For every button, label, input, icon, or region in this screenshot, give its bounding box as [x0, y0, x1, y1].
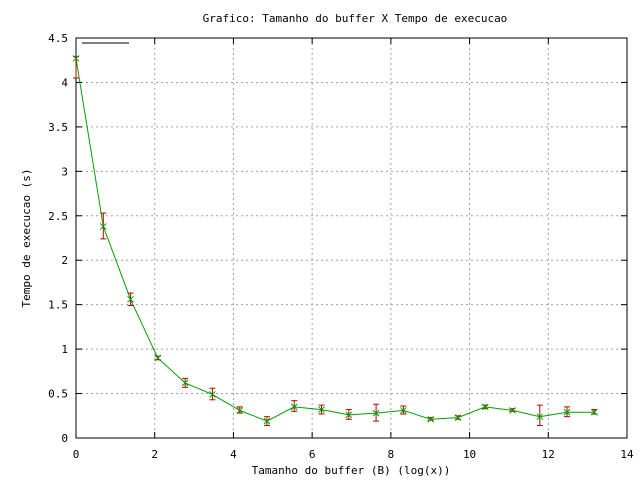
error-bar: [291, 400, 298, 412]
x-tick-label: 8: [388, 448, 395, 461]
data-point: [345, 411, 353, 419]
data-point: [509, 407, 516, 414]
x-tick-labels: 0 2 4 6 8 10 12 14: [73, 448, 634, 461]
data-point: [263, 417, 271, 425]
y-tick-label: 1.5: [48, 299, 68, 312]
chart-title: Grafico: Tamanho do buffer X Tempo de ex…: [203, 12, 508, 25]
x-axis-label: Tamanho do buffer (B) (log(x)): [252, 464, 451, 477]
error-bar: [536, 404, 543, 427]
x-tick-label: 0: [73, 448, 80, 461]
data-point: [290, 403, 298, 411]
data-point: [99, 223, 107, 230]
y-tick-label: 4.5: [48, 32, 68, 45]
x-tick-label: 6: [309, 448, 316, 461]
series-line: [75, 58, 595, 422]
y-tick-label: 3: [61, 165, 68, 178]
data-point: [181, 379, 189, 387]
x-tick-label: 2: [151, 448, 158, 461]
data-point: [481, 403, 489, 411]
data-point: [154, 354, 162, 362]
x-tick-label: 14: [620, 448, 634, 461]
data-point: [318, 406, 325, 413]
data-point: [236, 407, 244, 414]
x-tick-label: 12: [542, 448, 555, 461]
data-point: [372, 409, 380, 417]
data-point: [72, 55, 80, 62]
data-point: [454, 414, 462, 421]
y-tick-label: 0: [61, 432, 68, 445]
data-point: [590, 408, 598, 416]
y-tick-label: 1: [61, 343, 68, 356]
y-tick-label: 2: [61, 254, 68, 267]
axis-ticks: [75, 37, 628, 439]
y-tick-label: 4: [61, 76, 68, 89]
x-tick-label: 10: [463, 448, 476, 461]
data-point: [427, 415, 435, 423]
series-layer: [72, 55, 598, 427]
y-axis-label: Tempo de execucao (s): [20, 168, 33, 307]
y-tick-label: 3.5: [48, 121, 68, 134]
data-point: [127, 295, 134, 303]
y-tick-label: 2.5: [48, 210, 68, 223]
x-tick-label: 4: [230, 448, 237, 461]
plot-frame: [75, 37, 628, 439]
y-tick-labels: 0 0.5 1 1.5 2 2.5 3 3.5 4 4.5: [48, 32, 68, 445]
data-point: [209, 391, 216, 398]
data-point: [400, 407, 407, 414]
data-point: [563, 408, 571, 416]
grid: [76, 38, 627, 438]
y-tick-label: 0.5: [48, 388, 68, 401]
data-point: [536, 413, 544, 421]
